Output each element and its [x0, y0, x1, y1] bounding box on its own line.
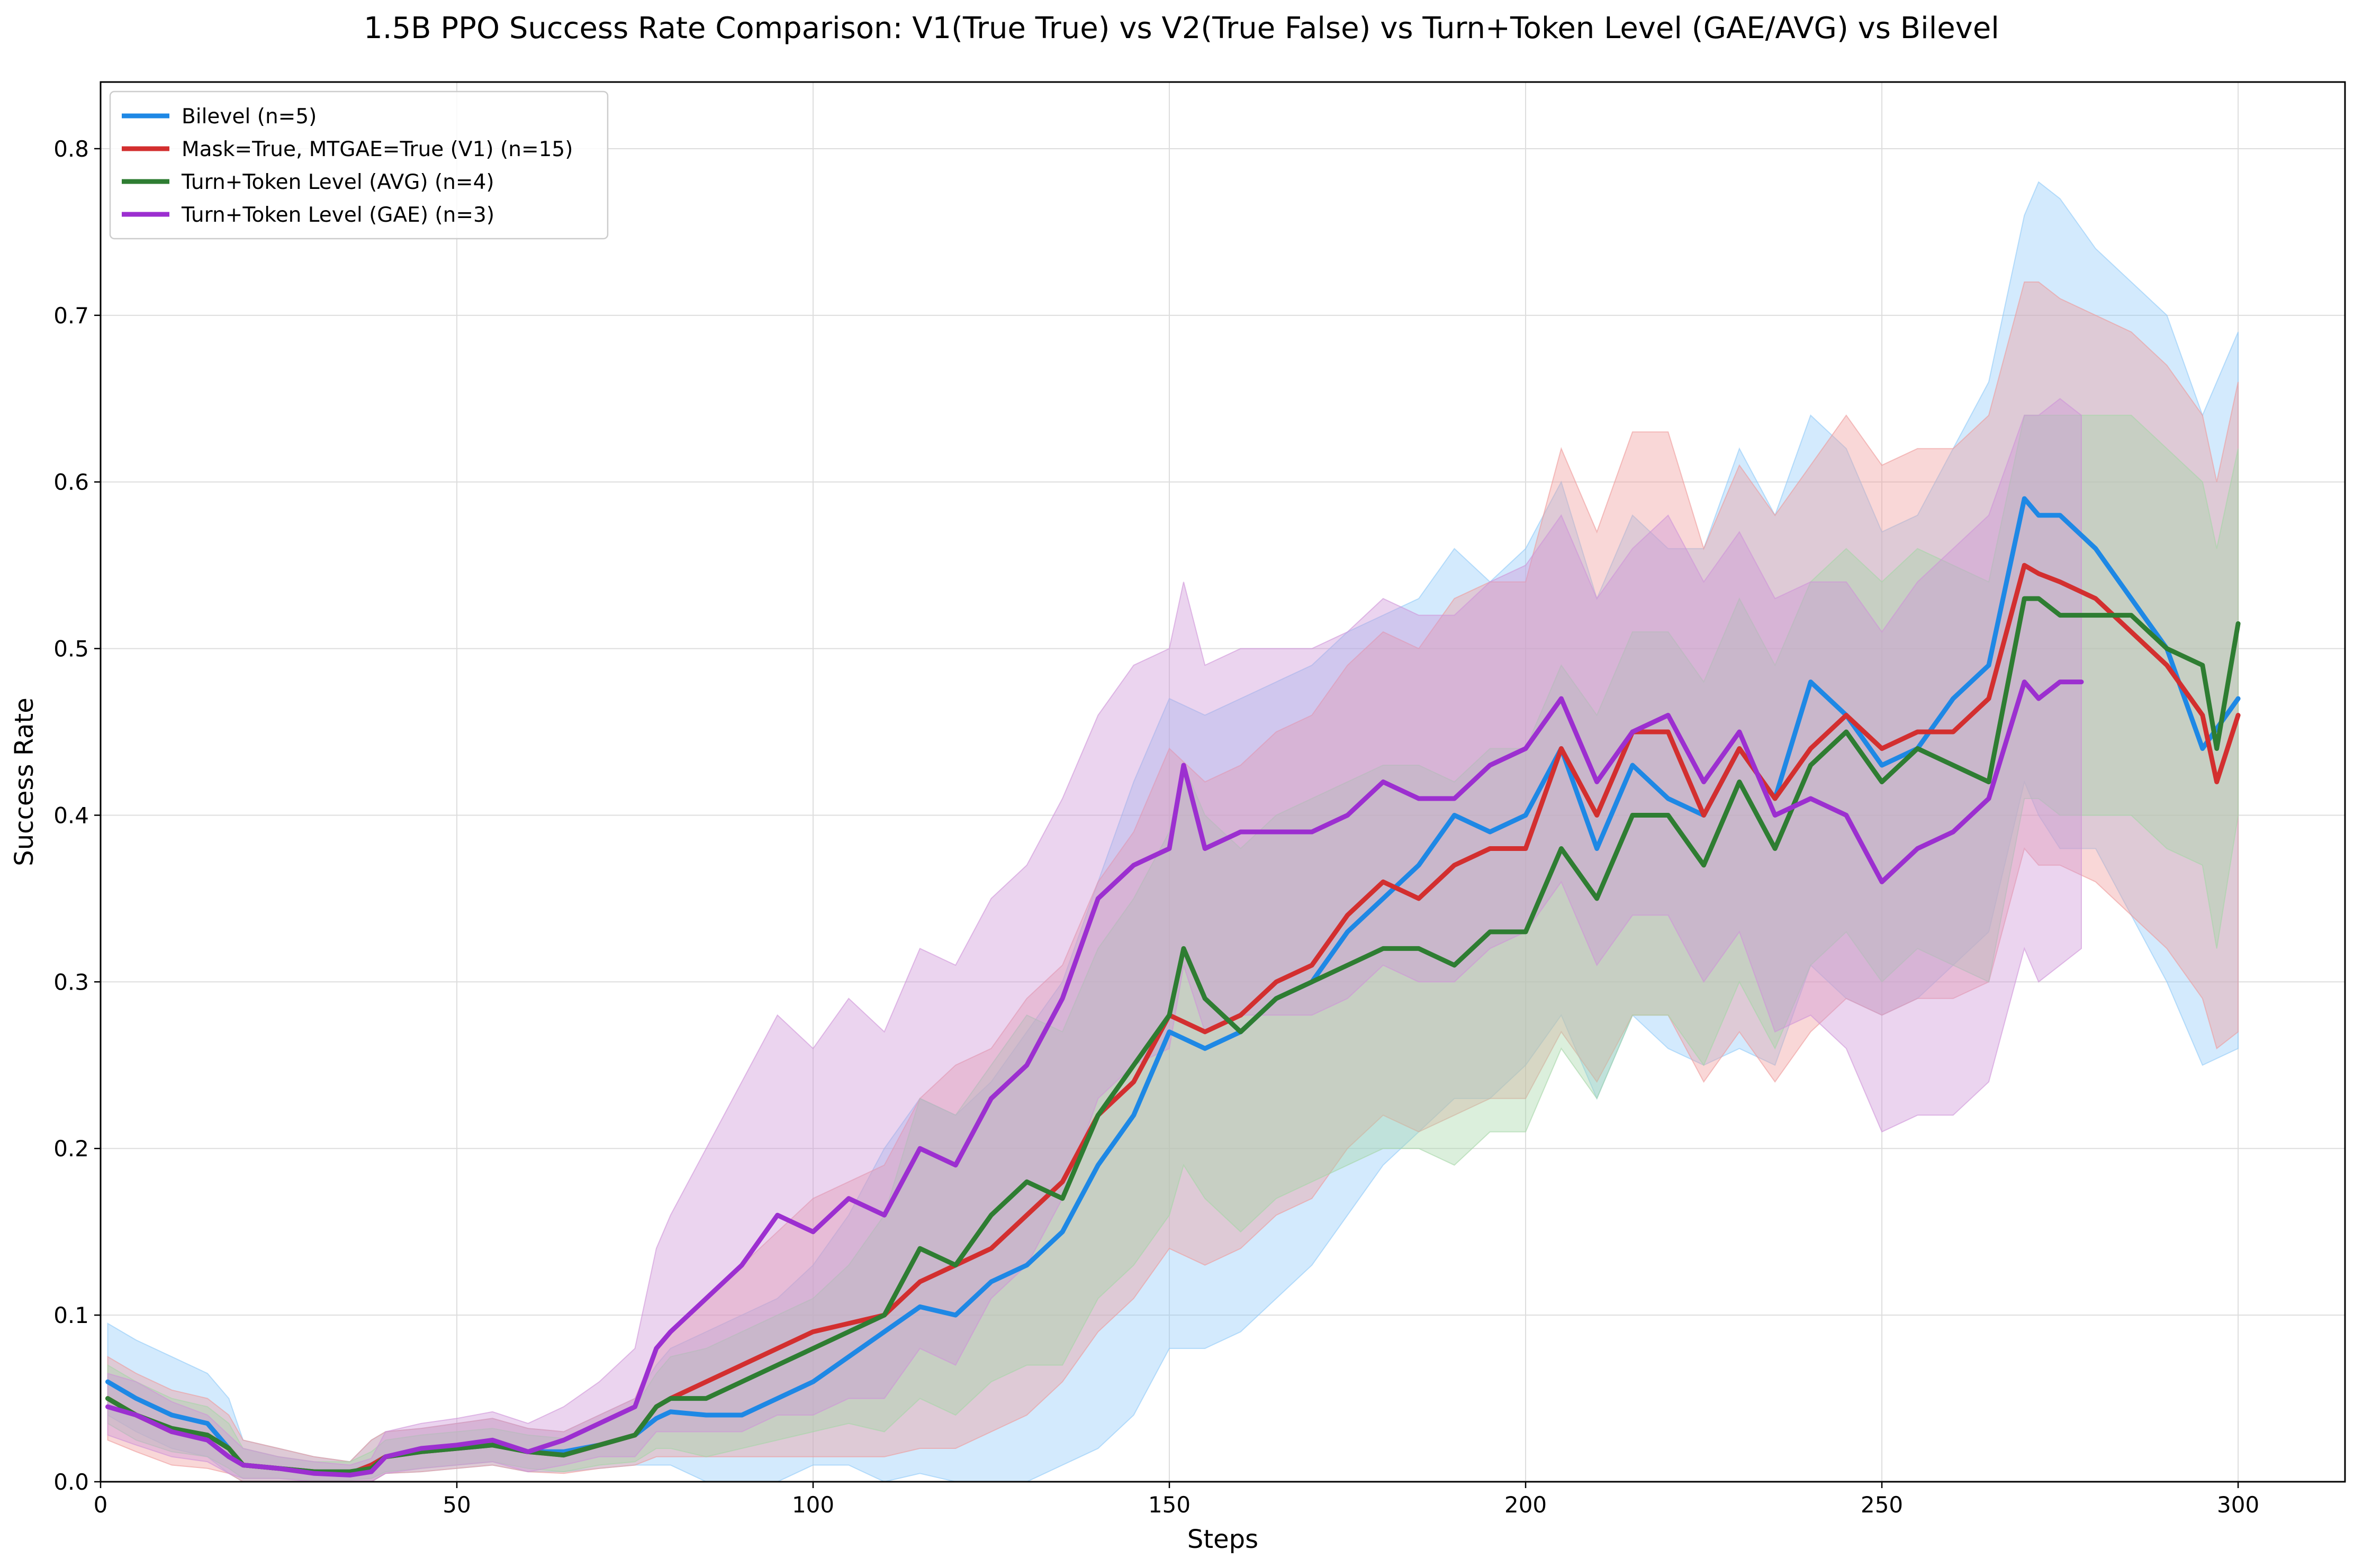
- y-tick-label: 0.6: [53, 469, 89, 495]
- legend-label: Bilevel (n=5): [182, 105, 317, 129]
- x-tick-label: 50: [443, 1492, 471, 1518]
- y-tick-label: 0.4: [53, 802, 89, 828]
- lines-layer: [105, 496, 2241, 1478]
- x-tick-label: 150: [1148, 1492, 1190, 1518]
- legend: Bilevel (n=5) Mask=True, MTGAE=True (V1) …: [109, 90, 609, 240]
- legend-label: Turn+Token Level (AVG) (n=4): [181, 170, 494, 194]
- series-1-band: [107, 281, 2239, 1482]
- series-3-line: [105, 679, 2084, 1478]
- series-2-line: [105, 596, 2241, 1474]
- x-tick-label: 0: [94, 1492, 108, 1518]
- y-tick-label: 0.8: [53, 136, 89, 162]
- x-axis-label: Steps: [1187, 1525, 1258, 1554]
- y-tick-label: 0.3: [53, 969, 89, 995]
- x-tick-label: 250: [1861, 1492, 1903, 1518]
- y-axis-label: Success Rate: [10, 697, 39, 866]
- ticks-layer: 0 50 100 150 200 250 300 0.0 0.1 0.2 0.3 0.4 0.5 0.6 0…: [53, 136, 2259, 1518]
- chart-title: 1.5B PPO Success Rate Comparison: V1(Tru…: [364, 11, 1999, 46]
- legend-box: [109, 90, 609, 240]
- series-2-band: [107, 414, 2239, 1481]
- x-tick-label: 100: [792, 1492, 834, 1518]
- y-tick-label: 0.5: [53, 636, 89, 662]
- legend-label: Turn+Token Level (GAE) (n=3): [181, 203, 494, 227]
- x-tick-label: 300: [2217, 1492, 2259, 1518]
- y-tick-label: 0.0: [53, 1469, 89, 1495]
- x-tick-label: 200: [1504, 1492, 1547, 1518]
- y-tick-label: 0.2: [53, 1136, 89, 1162]
- y-tick-label: 0.1: [53, 1302, 89, 1328]
- y-tick-label: 0.7: [53, 303, 89, 329]
- plot-frame: [100, 81, 2346, 1483]
- series-3-band: [107, 398, 2082, 1482]
- legend-label: Mask=True, MTGAE=True (V1) (n=15): [182, 138, 573, 161]
